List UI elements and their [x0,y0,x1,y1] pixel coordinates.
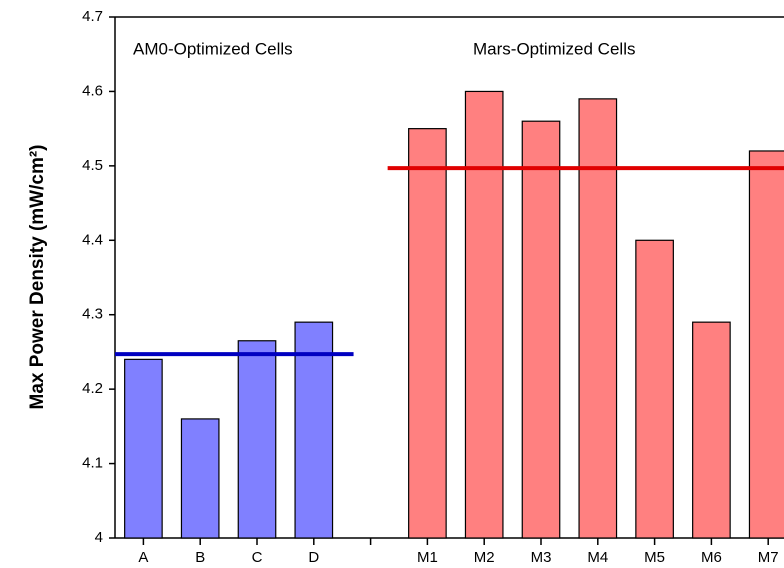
annotation: Mars-Optimized Cells [473,39,635,58]
bar [294,321,334,539]
bar [124,358,163,539]
x-tick-label: M5 [644,549,665,566]
x-tick-label: M3 [531,549,552,566]
bar [748,150,784,539]
x-tick-label: C [252,549,263,566]
x-tick-label: B [195,549,205,566]
y-tick-label: 4 [95,529,103,546]
bar [521,120,561,539]
bar [464,90,504,539]
y-tick-label: 4.3 [82,306,103,323]
y-tick-label: 4.5 [82,157,103,174]
x-tick-label: A [138,549,148,566]
x-tick-label: M2 [474,549,495,566]
x-tick-label: M7 [758,549,779,566]
bar [180,418,220,539]
y-tick-label: 4.7 [82,8,103,25]
bar [692,321,731,539]
x-tick-label: M4 [587,549,608,566]
x-tick-label: D [308,549,319,566]
bar [237,340,277,539]
y-tick-label: 4.6 [82,82,103,99]
bar [578,98,618,539]
y-tick-label: 4.4 [82,231,103,248]
x-tick-label: M6 [701,549,722,566]
y-tick-label: 4.1 [82,455,103,472]
bar [635,239,674,539]
bar [408,128,447,539]
annotation: AM0-Optimized Cells [133,39,293,58]
y-tick-label: 4.2 [82,380,103,397]
x-tick-label: M1 [417,549,438,566]
y-axis-label: Max Power Density (mW/cm²) [27,145,48,410]
